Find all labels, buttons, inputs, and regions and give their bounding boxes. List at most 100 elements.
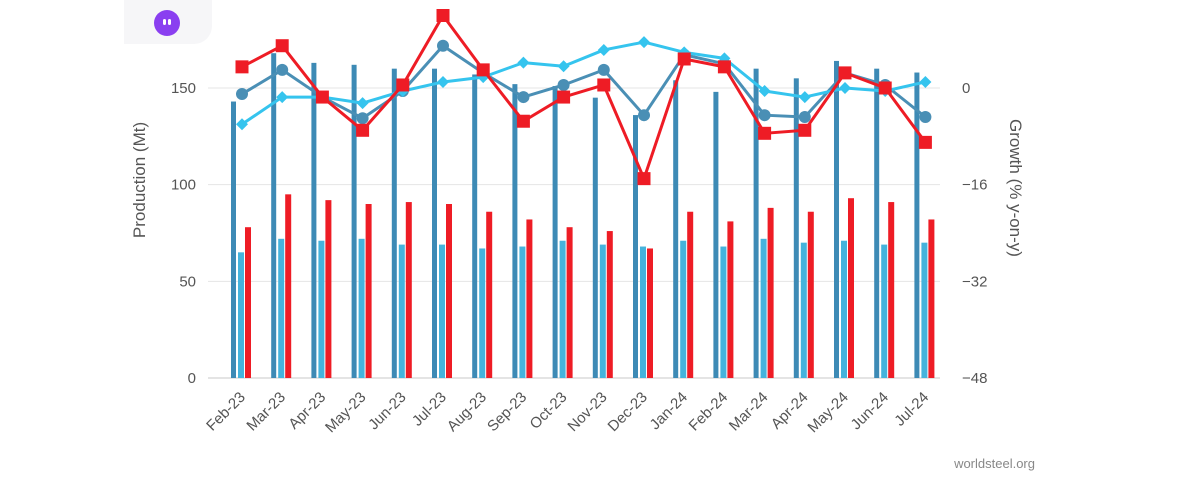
bar	[881, 244, 888, 378]
bar	[753, 68, 759, 379]
source-credit: worldsteel.org	[953, 456, 1035, 471]
series-line	[241, 44, 927, 120]
lines	[235, 9, 932, 186]
bar	[599, 244, 606, 378]
x-tick-label: Jan-24	[647, 389, 691, 433]
point-marker	[798, 111, 811, 123]
bar	[928, 219, 935, 378]
point-marker	[758, 85, 771, 98]
bar	[592, 97, 598, 379]
point-marker	[758, 109, 771, 122]
bar	[800, 242, 807, 378]
x-tick-label: Dec-23	[605, 389, 651, 435]
bar	[245, 227, 251, 378]
bar	[486, 211, 493, 378]
point-marker	[677, 52, 691, 66]
bar	[647, 248, 653, 378]
y-tick-label: 100	[171, 177, 196, 194]
point-marker	[517, 56, 530, 69]
bar	[351, 64, 357, 379]
bar	[687, 211, 694, 378]
bar	[888, 202, 895, 378]
point-marker	[918, 135, 932, 149]
x-tick-label: Mar-24	[726, 389, 772, 435]
bar	[793, 78, 799, 378]
point-marker	[557, 60, 570, 73]
bar	[640, 246, 646, 378]
app-badge[interactable]	[124, 0, 212, 44]
bar	[633, 115, 638, 379]
y-tick-label: 50	[179, 273, 196, 290]
point-marker	[236, 118, 248, 131]
point-marker	[919, 75, 932, 88]
point-marker	[637, 172, 651, 186]
bar	[727, 221, 734, 378]
bar	[519, 246, 526, 378]
x-tick-label: Feb-24	[686, 389, 732, 435]
bar	[720, 246, 727, 378]
point-marker	[638, 36, 650, 49]
bar	[325, 200, 332, 378]
point-marker	[878, 81, 892, 95]
point-marker	[718, 52, 731, 65]
bar	[278, 238, 285, 378]
bar	[391, 68, 397, 379]
point-marker	[919, 111, 932, 123]
series-line	[241, 40, 926, 126]
series-line	[241, 14, 927, 181]
y2-tick-label: −32	[962, 273, 987, 290]
bar	[767, 207, 774, 378]
point-marker	[437, 75, 449, 88]
x-tick-label: Jul-24	[891, 389, 932, 430]
point-marker	[356, 97, 369, 110]
point-marker	[356, 123, 370, 137]
y2-axis-title: Growth (% y-on-y)	[1006, 119, 1025, 257]
y2-axis-ticks: −48 −32 −16 0	[962, 80, 987, 387]
point-marker	[396, 78, 410, 92]
bar	[841, 240, 847, 378]
bar	[680, 240, 687, 378]
bar	[358, 238, 365, 378]
bar	[318, 240, 325, 378]
app-logo-icon[interactable]	[154, 10, 180, 36]
point-marker	[557, 78, 570, 91]
point-marker	[557, 90, 571, 104]
point-marker	[638, 109, 650, 122]
point-marker	[476, 63, 490, 77]
grid	[208, 87, 940, 379]
point-marker	[276, 91, 289, 104]
y-axis-ticks: 0 50 100 150	[171, 80, 196, 387]
bar	[238, 252, 244, 378]
x-tick-label: Nov-23	[564, 389, 610, 435]
bar	[479, 248, 486, 378]
bar	[311, 62, 317, 378]
bar	[446, 204, 452, 378]
y2-tick-label: −16	[962, 177, 987, 194]
bar	[526, 219, 533, 378]
x-tick-label: Sep-23	[484, 389, 530, 435]
point-marker	[717, 60, 731, 74]
bar	[512, 84, 518, 378]
point-marker	[275, 39, 289, 53]
bar	[848, 198, 854, 378]
bar	[271, 53, 277, 378]
bar	[874, 68, 880, 379]
point-marker	[315, 90, 329, 104]
bar	[285, 194, 292, 378]
bar	[760, 238, 767, 378]
bar	[552, 86, 558, 379]
bar	[566, 227, 573, 378]
bar	[921, 242, 928, 378]
point-marker	[597, 78, 611, 92]
x-tick-label: Aug-23	[444, 389, 490, 435]
x-tick-label: Mar-23	[243, 389, 289, 435]
point-marker	[436, 9, 450, 22]
y2-tick-label: 0	[962, 80, 970, 97]
point-marker	[236, 88, 248, 101]
bar	[432, 68, 437, 379]
bar	[398, 244, 405, 378]
point-marker	[356, 112, 369, 125]
bar	[673, 80, 679, 379]
point-marker	[517, 91, 530, 104]
